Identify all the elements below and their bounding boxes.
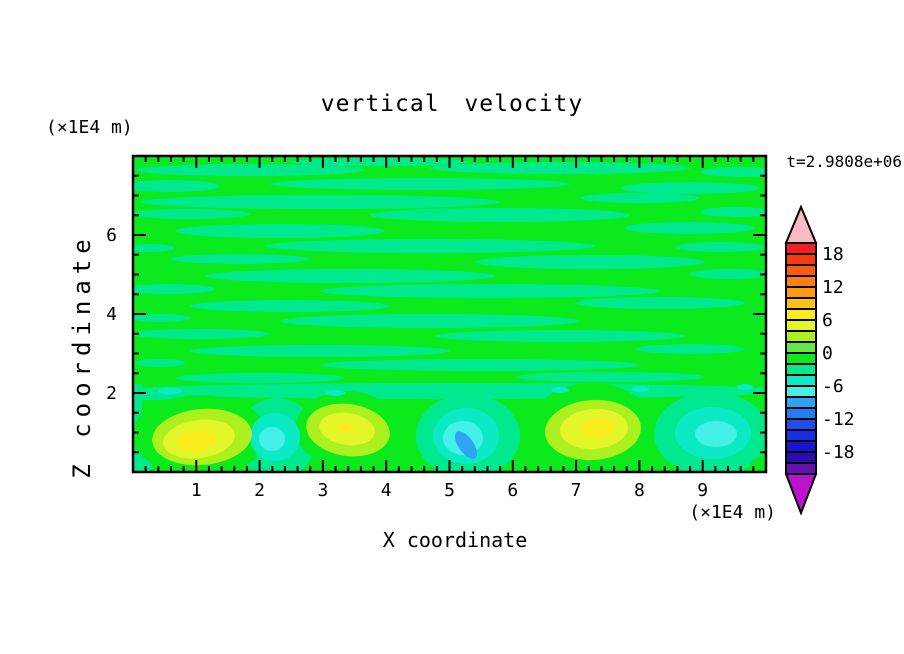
colorbar-cell [785,374,817,387]
x-axis-label: X coordinate [383,528,528,552]
plot-title: vertical velocity [321,91,583,117]
colorbar-tick-label: -12 [822,409,855,430]
updraft-yellow-cores [177,417,614,452]
colorbar-cell [785,341,817,354]
colorbar-cell [785,407,817,420]
colorbar-cell [785,440,817,453]
colorbar-cell [785,363,817,376]
colorbar-cell [785,264,817,277]
x-axis-units: (×1E4 m) [689,502,776,523]
colorbar-cell [785,330,817,343]
x-tick-label: 9 [697,480,708,501]
colorbar-cell [785,319,817,332]
contour-field [134,157,765,471]
y-tick-label: 6 [106,225,117,246]
colorbar-tick-label: -6 [822,376,844,397]
x-tick-label: 1 [191,480,202,501]
y-tick-label: 4 [106,304,117,325]
colorbar-tick-label: 12 [822,277,844,298]
colorbar-cell [785,308,817,321]
colorbar-tick-label: -18 [822,442,855,463]
colorbar: 18 12 6 0 -6 -12 -18 [784,204,855,516]
colorbar-cell [785,429,817,442]
x-tick-label: 7 [571,480,582,501]
axis-tick-labels: 1 2 3 4 5 6 7 8 9 2 4 6 [106,225,708,501]
colorbar-cell [785,396,817,409]
x-tick-label: 8 [634,480,645,501]
colorbar-below-arrow [784,473,818,516]
x-tick-label: 3 [317,480,328,501]
axis-ticks [134,157,765,471]
x-tick-label: 6 [507,480,518,501]
colorbar-cell [785,297,817,310]
colorbar-above-arrow [784,204,818,244]
colorbar-cell [785,275,817,288]
y-axis-units: (×1E4 m) [46,117,133,138]
colorbar-tick-label: 6 [822,310,833,331]
background-streaks [134,158,765,383]
colorbar-cell [785,242,817,255]
colorbar-cell [785,462,817,475]
colorbar-tick-label: 18 [822,244,844,265]
colorbar-cell [785,286,817,299]
x-tick-label: 4 [381,480,392,501]
colorbar-cell [785,253,817,266]
colorbar-cell [785,451,817,464]
x-tick-label: 5 [444,480,455,501]
x-tick-label: 2 [254,480,265,501]
colorbar-tick-label: 0 [822,343,833,364]
colorbar-cell [785,418,817,431]
time-annotation: t=2.9808e+06 [786,152,902,171]
colorbar-cell [785,385,817,398]
downdraft-azure-core [454,431,478,459]
plot-frame [131,154,768,474]
y-tick-label: 2 [106,383,117,404]
y-axis-label: Z coordinate [68,233,96,478]
colorbar-cell [785,352,817,365]
